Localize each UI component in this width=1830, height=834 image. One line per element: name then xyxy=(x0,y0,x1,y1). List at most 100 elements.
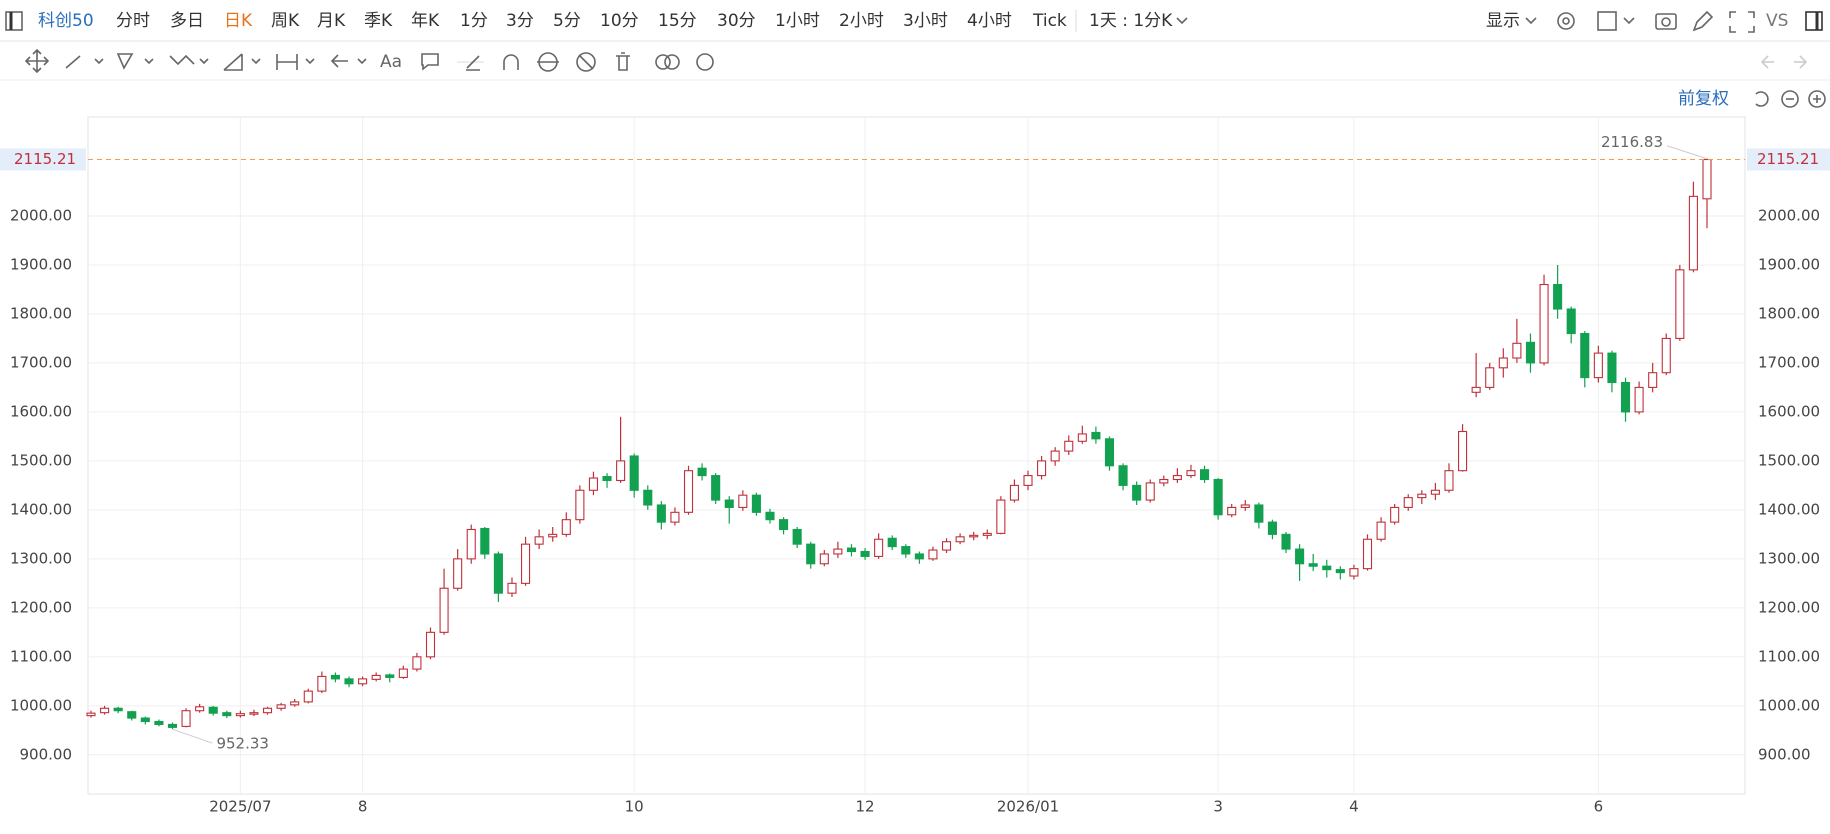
y-tick-label-right: 1800.00 xyxy=(1758,304,1820,322)
fullscreen-icon[interactable] xyxy=(1729,11,1755,33)
period-tab[interactable]: Tick xyxy=(1032,11,1067,31)
period-tab[interactable]: 3分 xyxy=(506,11,534,31)
candle-body xyxy=(262,707,273,714)
lock-tool[interactable] xyxy=(537,52,559,72)
tool-settings[interactable] xyxy=(696,53,714,71)
magnet-tool[interactable] xyxy=(503,54,519,70)
last-price-label: 2115.21 xyxy=(14,150,76,168)
period-tab[interactable]: 10分 xyxy=(600,11,639,31)
candle-body xyxy=(1077,433,1087,442)
candle-body xyxy=(1430,489,1440,495)
candle-body xyxy=(806,543,816,565)
low-annotation: 952.33 xyxy=(216,735,269,753)
candle-body xyxy=(1688,195,1698,271)
text-tool[interactable]: Aa xyxy=(380,52,402,72)
dropdown-arrow xyxy=(1525,17,1537,25)
candle-body xyxy=(1308,563,1318,567)
hide-tool[interactable] xyxy=(576,52,596,72)
range-select[interactable]: 1天 : 1分K xyxy=(1089,11,1173,31)
candle-body xyxy=(1295,548,1305,565)
zoom-in[interactable] xyxy=(1808,90,1826,108)
period-tab[interactable]: 4小时 xyxy=(967,11,1012,31)
candle-body xyxy=(1661,337,1671,374)
measure-tool[interactable] xyxy=(276,54,315,70)
candle-body xyxy=(643,489,653,506)
arrow-tool[interactable] xyxy=(330,54,367,68)
candle-body xyxy=(1417,493,1427,499)
line-tool[interactable] xyxy=(65,55,104,69)
pen-tool[interactable] xyxy=(466,55,480,71)
delete-tool[interactable] xyxy=(616,52,630,71)
candle-body xyxy=(1498,357,1508,369)
plot-frame xyxy=(87,116,1746,795)
candle-body xyxy=(874,538,884,557)
period-tab[interactable]: 日K xyxy=(224,11,253,31)
candle-body xyxy=(425,631,436,658)
high-annotation: 2116.83 xyxy=(1601,133,1663,151)
settings-icon[interactable] xyxy=(1557,12,1575,30)
y-tick-label-right: 1400.00 xyxy=(1758,500,1820,518)
candle-body xyxy=(1648,372,1658,388)
period-tab[interactable]: 多日 xyxy=(170,11,204,31)
channel-tool[interactable] xyxy=(116,53,154,70)
candle-body xyxy=(955,536,965,543)
period-tab[interactable]: 年K xyxy=(411,11,440,31)
candle-body xyxy=(1172,475,1182,481)
symbol[interactable]: 科创50 xyxy=(38,11,94,31)
camera-icon[interactable] xyxy=(1655,13,1677,30)
period-tab[interactable]: 月K xyxy=(317,11,346,31)
x-tick-label: 3 xyxy=(1213,798,1223,816)
adjust-mode[interactable]: 前复权 xyxy=(1678,89,1729,109)
move-tool[interactable] xyxy=(24,48,50,74)
candle-body xyxy=(86,712,96,717)
period-tab[interactable]: 5分 xyxy=(553,11,581,31)
candle-body xyxy=(683,470,694,513)
x-tick-label: 12 xyxy=(856,798,875,816)
x-tick-label: 6 xyxy=(1594,798,1604,816)
candle-body xyxy=(1132,484,1142,501)
candle-body xyxy=(561,519,571,535)
candle-body xyxy=(1037,460,1047,477)
last-price-box xyxy=(0,148,86,171)
candle-body xyxy=(1322,565,1332,571)
draw-icon[interactable] xyxy=(1692,10,1714,32)
fib-tool[interactable] xyxy=(223,53,261,71)
compare-button[interactable]: VS xyxy=(1766,11,1788,31)
period-tab[interactable]: 分时 xyxy=(116,11,150,31)
note-tool[interactable] xyxy=(421,53,439,71)
period-tab[interactable]: 季K xyxy=(364,11,393,31)
layout-icon[interactable] xyxy=(1597,11,1635,31)
display-menu[interactable]: 显示 xyxy=(1486,11,1520,31)
candle-body xyxy=(901,546,911,555)
candle-body xyxy=(914,553,924,560)
candle-body xyxy=(1471,386,1481,393)
candle-body xyxy=(1023,475,1033,486)
period-tab[interactable]: 2小时 xyxy=(839,11,884,31)
reset-zoom[interactable] xyxy=(1755,91,1769,107)
period-tab[interactable]: 15分 xyxy=(658,11,697,31)
overlay-tool[interactable] xyxy=(655,54,680,70)
y-tick-label-right: 900.00 xyxy=(1758,745,1811,763)
candle-body xyxy=(1050,450,1060,462)
drawing-tools: Aa xyxy=(24,48,1808,74)
candle-body xyxy=(1458,430,1468,472)
candle-body xyxy=(982,532,992,536)
undo-redo[interactable] xyxy=(1760,55,1808,69)
sidebar-toggle[interactable] xyxy=(1805,11,1823,31)
y-tick-label-right: 1100.00 xyxy=(1758,647,1820,665)
candle-body xyxy=(1553,283,1563,310)
period-tab[interactable]: 1小时 xyxy=(775,11,820,31)
candle-body xyxy=(575,489,585,521)
candle-body xyxy=(1349,568,1359,577)
zoom-out[interactable] xyxy=(1781,90,1799,108)
candle-body xyxy=(1009,484,1019,501)
period-tab[interactable]: 30分 xyxy=(717,11,756,31)
period-tab[interactable]: 周K xyxy=(271,11,300,31)
wave-tool[interactable] xyxy=(169,54,209,66)
candle-body xyxy=(358,678,368,685)
candle-body xyxy=(100,707,110,714)
y-tick-label-right: 1900.00 xyxy=(1758,255,1820,273)
panel-toggle[interactable] xyxy=(5,11,23,31)
period-tab[interactable]: 3小时 xyxy=(903,11,948,31)
period-tab[interactable]: 1分 xyxy=(460,11,488,31)
